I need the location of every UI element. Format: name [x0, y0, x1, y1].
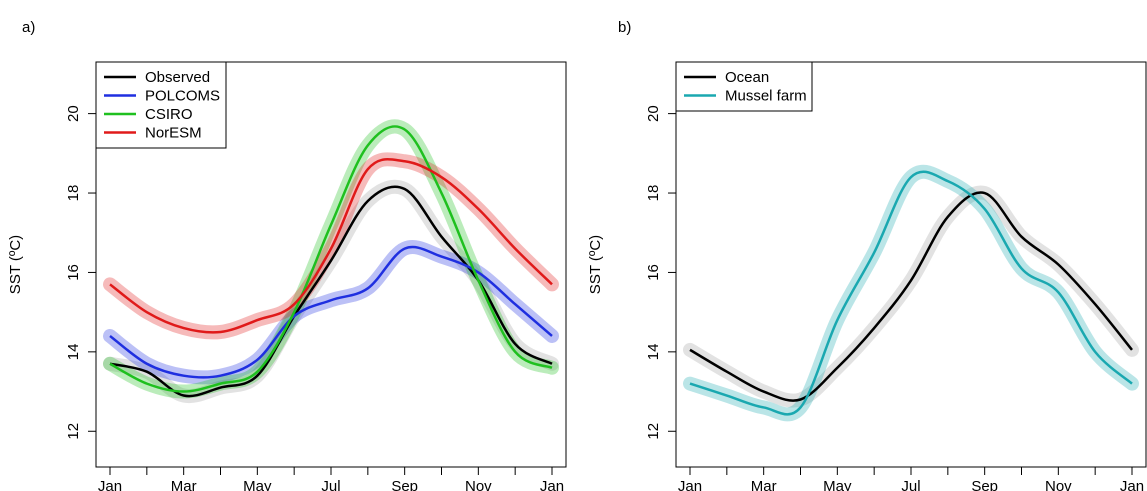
x-tick-label: Sep — [971, 478, 998, 491]
x-tick-label: Mar — [751, 478, 777, 491]
y-tick-label: 12 — [645, 423, 662, 440]
y-tick-label: 18 — [65, 185, 82, 202]
x-tick-label: Mar — [171, 478, 197, 491]
x-tick-label: Jan — [98, 478, 122, 491]
x-tick-label: Jan — [678, 478, 702, 491]
y-tick-label: 20 — [645, 105, 662, 122]
x-tick-label: Jan — [540, 478, 564, 491]
legend-label: POLCOMS — [145, 88, 220, 105]
x-tick-label: Jan — [1120, 478, 1144, 491]
series-line — [689, 170, 1133, 416]
legend-box — [675, 61, 813, 112]
legend-label: Mussel farm — [725, 88, 807, 105]
series-line — [689, 191, 1133, 402]
x-tick-label: Nov — [1045, 478, 1072, 491]
y-axis-title: SST (ºC) — [587, 235, 604, 294]
y-tick-label: 16 — [65, 264, 82, 281]
x-tick-label: Nov — [465, 478, 492, 491]
x-tick-label: Sep — [391, 478, 418, 491]
legend-label: Ocean — [725, 69, 769, 86]
legend-label: CSIRO — [145, 106, 193, 123]
series-line — [109, 245, 553, 379]
series-line — [109, 125, 553, 393]
y-tick-label: 12 — [65, 423, 82, 440]
x-tick-label: Jul — [321, 478, 340, 491]
legend-label: Observed — [145, 69, 210, 86]
y-tick-label: 14 — [65, 344, 82, 361]
panel-title: a) — [22, 19, 35, 36]
y-tick-label: 16 — [645, 264, 662, 281]
legend-label: NorESM — [145, 125, 202, 142]
ensemble-band — [683, 164, 1139, 422]
x-tick-label: May — [243, 478, 272, 491]
series-line — [109, 158, 553, 334]
y-tick-label: 20 — [65, 105, 82, 122]
x-tick-label: May — [823, 478, 852, 491]
y-tick-label: 14 — [645, 344, 662, 361]
y-tick-label: 18 — [645, 185, 662, 202]
panel-title: b) — [618, 19, 631, 36]
x-tick-label: Jul — [901, 478, 920, 491]
y-axis-title: SST (ºC) — [7, 235, 24, 294]
